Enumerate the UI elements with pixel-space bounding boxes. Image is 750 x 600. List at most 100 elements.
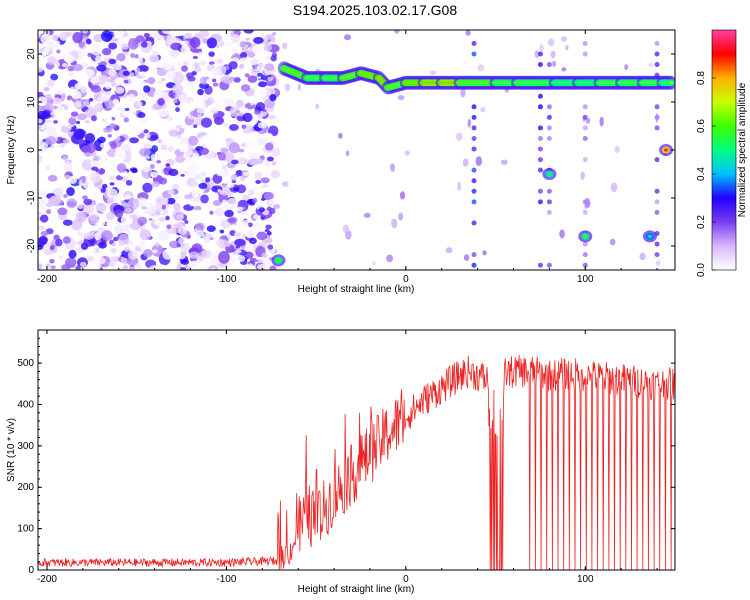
streak-dot [582, 114, 588, 120]
noise-speck [190, 260, 200, 268]
noise-speck [59, 144, 65, 148]
noise-speck [189, 116, 195, 120]
noise-speck [91, 166, 99, 171]
noise-speck [39, 198, 44, 202]
noise-speck [77, 204, 83, 210]
streak-dot [582, 241, 588, 247]
noise-speck [198, 82, 210, 89]
noise-speck [129, 137, 139, 144]
streak-dot [654, 209, 660, 215]
noise-speck [221, 199, 228, 205]
noise-speck [143, 249, 153, 258]
noise-speck [182, 60, 189, 67]
noise-speck [139, 229, 152, 241]
noise-speck [118, 241, 125, 247]
noise-speck [147, 54, 160, 64]
noise-speck [429, 70, 437, 75]
noise-speck [247, 158, 260, 166]
noise-speck [161, 204, 167, 210]
noise-speck [80, 86, 88, 94]
noise-speck [134, 53, 139, 59]
noise-speck [96, 218, 106, 228]
streak-dot [654, 199, 660, 205]
noise-speck [47, 79, 55, 88]
noise-speck [177, 62, 182, 66]
noise-speck [82, 195, 88, 200]
noise-speck [223, 122, 229, 127]
noise-speck [163, 62, 173, 70]
noise-speck [120, 199, 125, 204]
streak-dot [471, 220, 477, 226]
colorbar: 0.0 0.2 0.4 0.6 0.8 Normalized spectral ampl… [696, 29, 748, 277]
noise-speck [66, 126, 72, 131]
noise-speck [150, 67, 156, 72]
noise-speck [66, 95, 73, 101]
streak-dot [582, 209, 588, 215]
noise-speck [38, 118, 43, 124]
noise-speck [176, 249, 187, 260]
noise-speck [211, 78, 217, 83]
colorbar-label: Normalized spectral amplitude [737, 82, 748, 217]
noise-speck [135, 154, 147, 166]
noise-speck [177, 225, 188, 235]
noise-speck [46, 209, 52, 215]
noise-speck [560, 36, 567, 42]
noise-speck [87, 52, 92, 57]
noise-speck [97, 136, 106, 144]
noise-speck [173, 98, 178, 104]
noise-speck [138, 241, 146, 250]
noise-speck [197, 114, 202, 118]
noise-speck [95, 55, 103, 63]
noise-speck [83, 198, 93, 206]
noise-speck [256, 63, 265, 72]
noise-speck [68, 249, 77, 259]
noise-speck [457, 181, 462, 191]
noise-speck [265, 55, 272, 60]
noise-speck [120, 266, 128, 270]
streak-dot [471, 252, 477, 258]
noise-speck [248, 237, 257, 245]
noise-speck [137, 111, 146, 118]
noise-speck [213, 116, 224, 126]
noise-speck [38, 96, 48, 107]
top-y-axis-label: Frequency (Hz) [6, 116, 17, 185]
noise-speck [232, 264, 240, 270]
noise-speck [180, 258, 190, 265]
noise-speck [175, 89, 180, 95]
noise-speck [250, 70, 258, 75]
noise-speck [198, 147, 209, 155]
noise-speck [253, 223, 262, 231]
noise-speck [264, 142, 274, 151]
noise-speck [125, 207, 132, 214]
noise-speck [50, 73, 59, 81]
streak-dot [654, 40, 660, 46]
noise-speck [50, 195, 62, 206]
noise-speck [610, 182, 618, 193]
streak-dot [537, 157, 543, 163]
noise-speck [221, 168, 229, 177]
noise-speck [204, 260, 213, 267]
noise-speck [78, 139, 84, 145]
noise-speck [239, 40, 247, 48]
noise-speck [139, 147, 151, 157]
noise-speck [297, 83, 301, 91]
noise-speck [204, 105, 209, 109]
noise-speck [109, 182, 115, 186]
colorbar-tick-label: 0.8 [696, 71, 707, 85]
noise-speck [155, 60, 166, 69]
noise-speck [90, 77, 100, 84]
streak-dot [546, 62, 552, 68]
noise-speck [193, 124, 198, 129]
noise-speck [127, 38, 139, 50]
noise-speck [150, 154, 158, 161]
noise-speck [201, 249, 212, 259]
noise-speck [565, 45, 569, 51]
noise-speck [238, 148, 245, 153]
streak-dot [582, 157, 588, 163]
noise-speck [107, 134, 112, 138]
noise-speck [124, 194, 132, 200]
streak-dot [471, 40, 477, 46]
streak-dot [582, 135, 588, 141]
noise-speck [234, 44, 239, 48]
noise-speck [125, 217, 134, 225]
